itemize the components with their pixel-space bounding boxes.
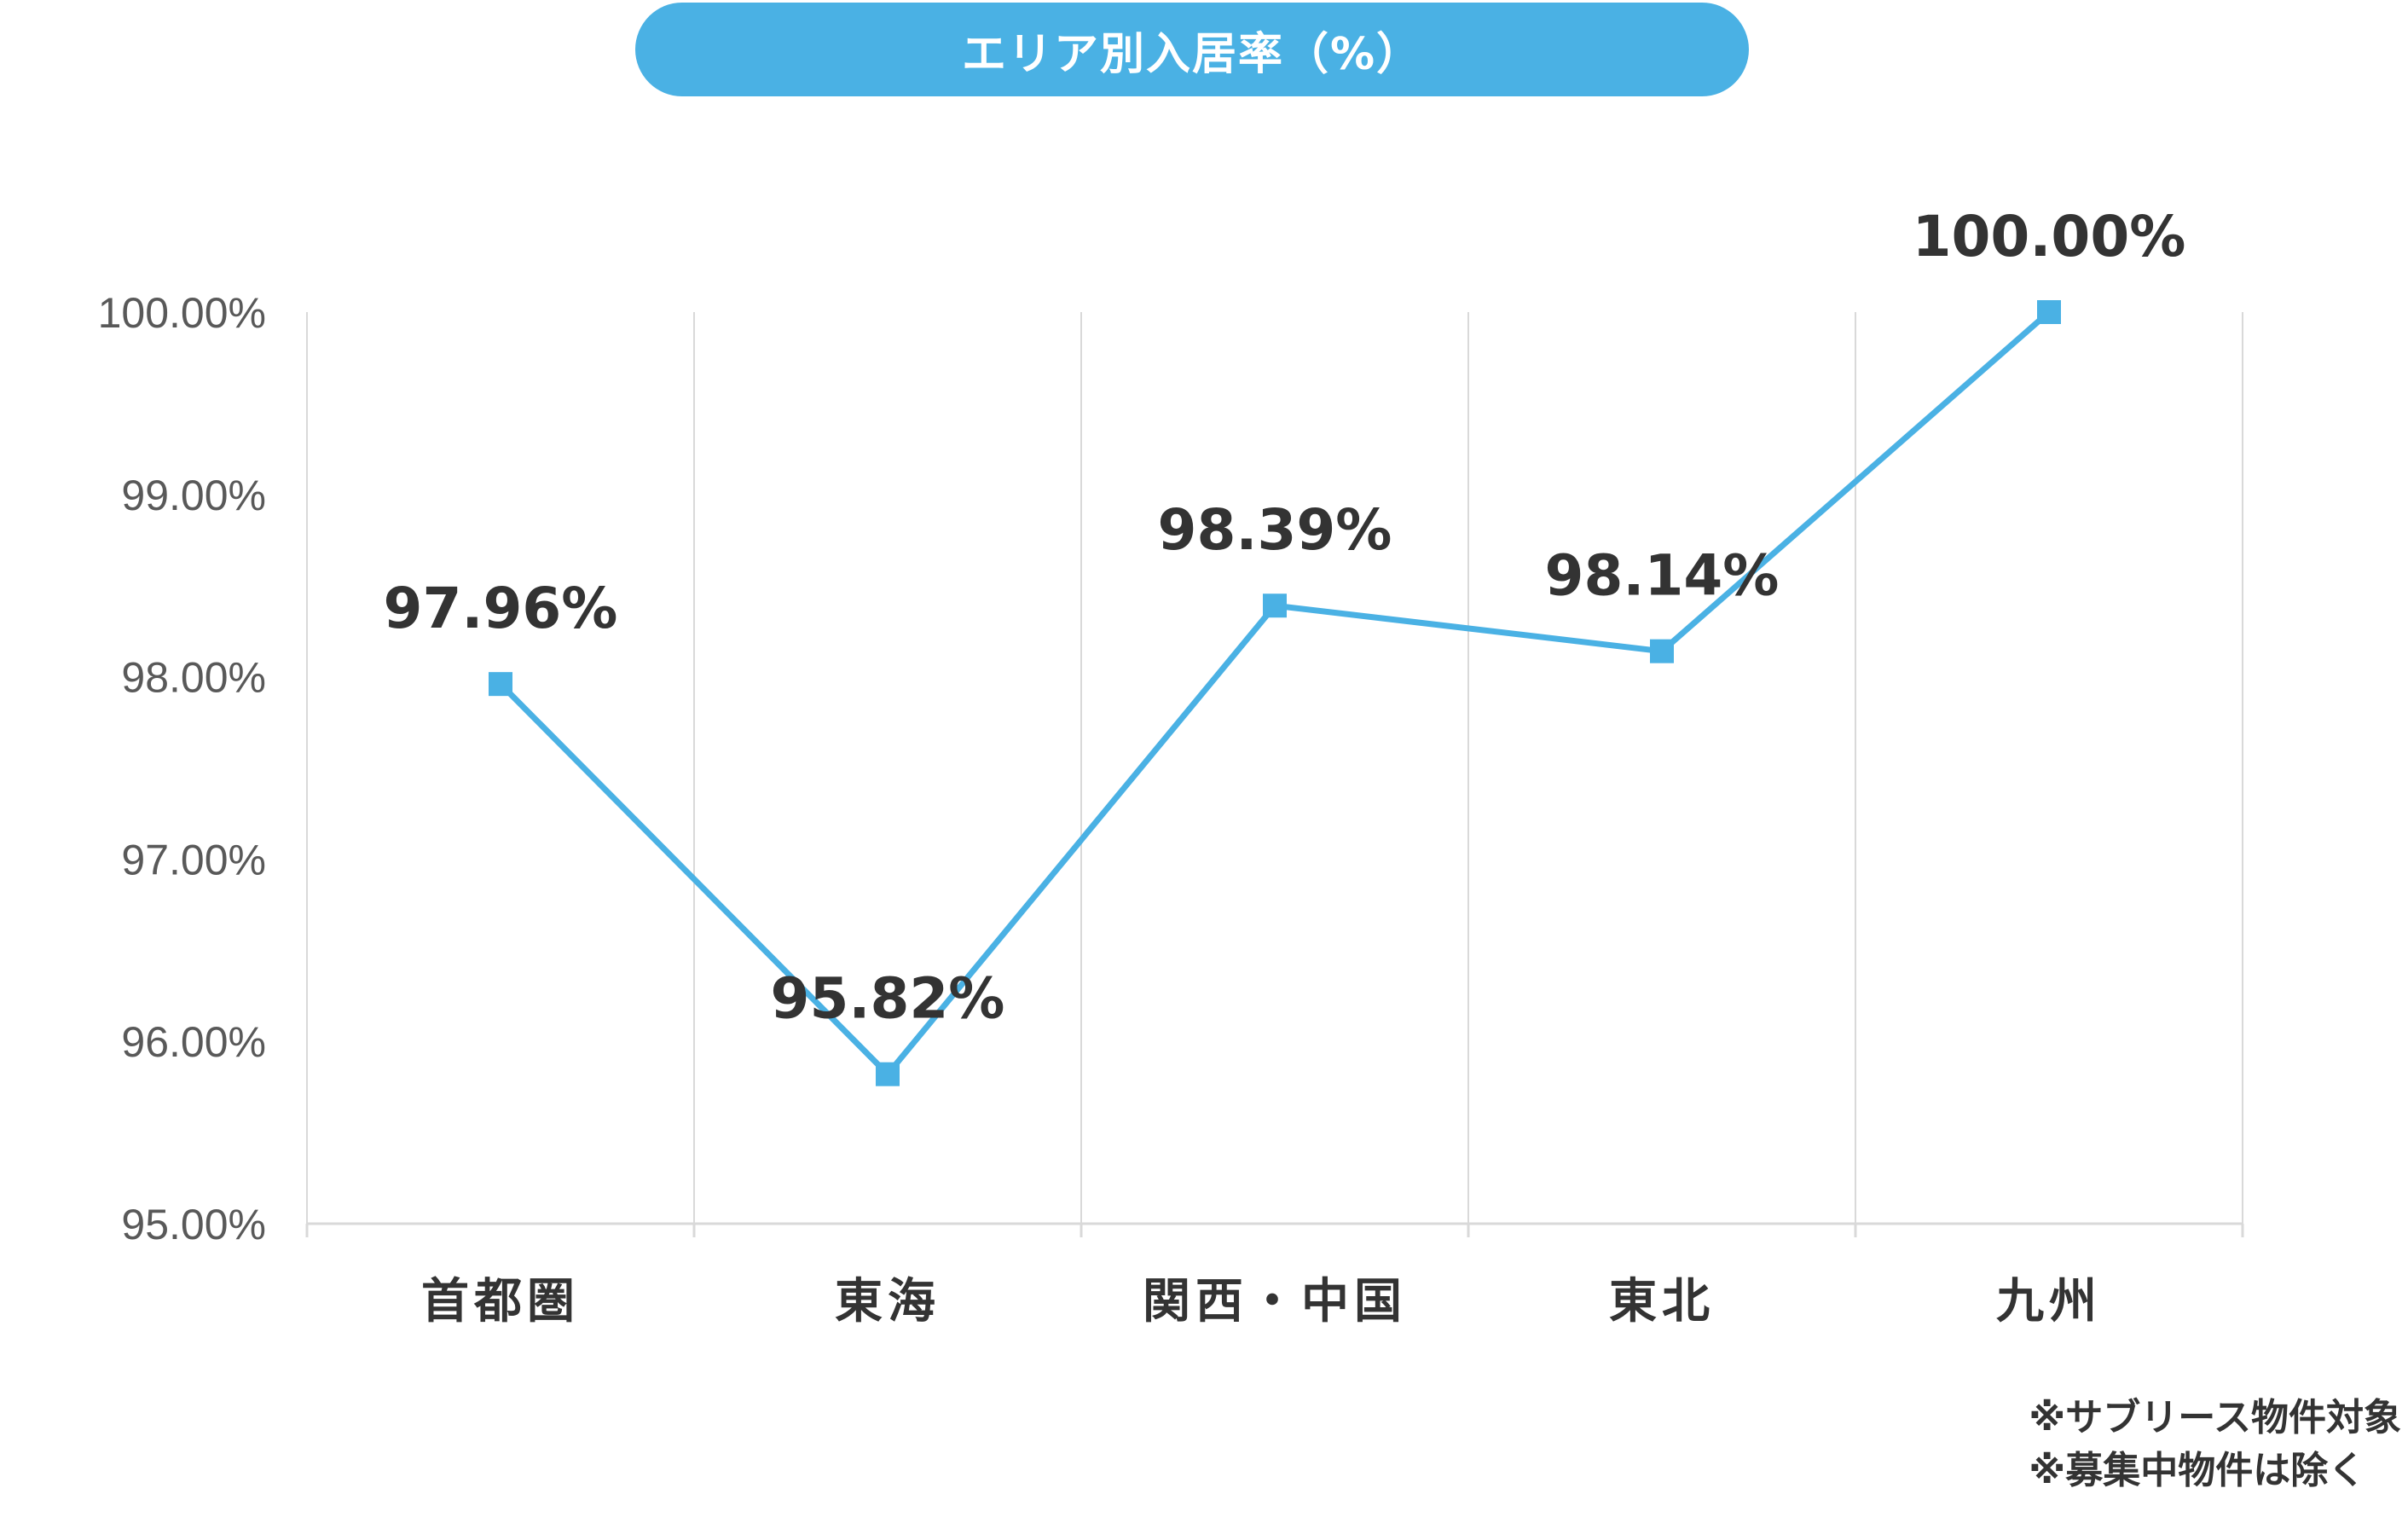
chart-title-banner: エリア別入居率（%） [635,3,1749,96]
data-point-marker [1650,639,1674,663]
y-tick-label: 95.00% [121,1201,266,1248]
y-tick-label: 98.00% [121,654,266,702]
data-point-marker [876,1062,900,1086]
y-tick-label: 97.00% [121,836,266,883]
footnote-vacancy: ※募集中物件は除く [2029,1449,2366,1492]
chart-title: エリア別入居率（%） [961,28,1423,80]
data-label: 95.82% [771,966,1005,1032]
x-tick-label: 東海 [835,1274,941,1329]
x-tick-label: 東北 [1609,1274,1715,1329]
series-line-group [489,300,2061,1086]
series-line [498,310,2052,1078]
footnote-sublease: ※サブリース物件対象 [2029,1396,2401,1439]
grid-lines [306,312,2243,1224]
data-label: 100.00% [1913,204,2186,269]
y-tick-label: 100.00% [98,289,266,337]
x-axis [305,1222,2244,1237]
data-label-group: 97.96% 95.82% 98.39% 98.14% 100.00% [384,204,2186,1032]
x-axis-tick-labels: 首都圏 東海 関西・中国 東北 九州 [421,1274,2102,1329]
data-label: 98.14% [1545,543,1780,609]
footnotes: ※サブリース物件対象 ※募集中物件は除く [2029,1392,2401,1497]
data-label: 97.96% [384,576,618,641]
data-point-marker [489,672,512,697]
y-tick-label: 96.00% [121,1018,266,1066]
x-tick-label: 関西・中国 [1143,1274,1407,1329]
data-point-marker [2037,300,2061,324]
y-axis-tick-labels: 95.00% 96.00% 97.00% 98.00% 99.00% 100.00% [98,289,266,1248]
x-tick-label: 九州 [1996,1274,2102,1329]
x-tick-label: 首都圏 [421,1274,580,1329]
data-point-marker [1263,594,1287,618]
y-tick-label: 99.00% [121,472,266,519]
data-label: 98.39% [1158,497,1392,563]
